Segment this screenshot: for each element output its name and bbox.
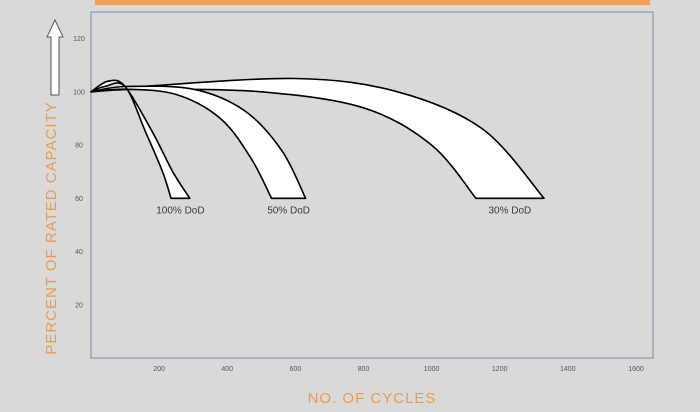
band-3 <box>90 77 545 200</box>
x-tick-label: 600 <box>290 366 302 373</box>
x-tick-label: 800 <box>358 366 370 373</box>
band-label: 100% DoD <box>156 205 204 216</box>
band-group <box>90 77 545 200</box>
band-label: 30% DoD <box>488 205 531 216</box>
x-axis-title: NO. OF CYCLES <box>308 390 437 407</box>
y-tick-label: 80 <box>75 143 83 150</box>
x-tick-label: 1200 <box>492 366 508 373</box>
y-arrow-icon <box>46 18 64 96</box>
x-tick-label: 1000 <box>424 366 440 373</box>
y-tick-label: 40 <box>75 249 83 256</box>
top-accent-bar <box>95 0 650 5</box>
x-tick-label: 1600 <box>628 366 644 373</box>
band-label: 50% DoD <box>267 205 310 216</box>
x-tick-label: 1400 <box>560 366 576 373</box>
tick-group: 200 400 600 800 1000 1200 1400 1600 20 40 60 80 100 1… <box>73 36 644 373</box>
y-tick-label: 100 <box>73 89 85 96</box>
band-label-group: 100% DoD 50% DoD 30% DoD <box>156 205 531 216</box>
y-tick-label: 120 <box>73 36 85 43</box>
y-axis-title: PERCENT OF RATED CAPACITY <box>43 101 60 354</box>
band-1 <box>90 79 191 200</box>
band-2 <box>90 85 307 200</box>
x-tick-label: 200 <box>153 366 165 373</box>
x-tick-label: 400 <box>221 366 233 373</box>
plot-area <box>90 11 654 359</box>
y-tick-label: 60 <box>75 196 83 203</box>
y-tick-label: 20 <box>75 302 83 309</box>
